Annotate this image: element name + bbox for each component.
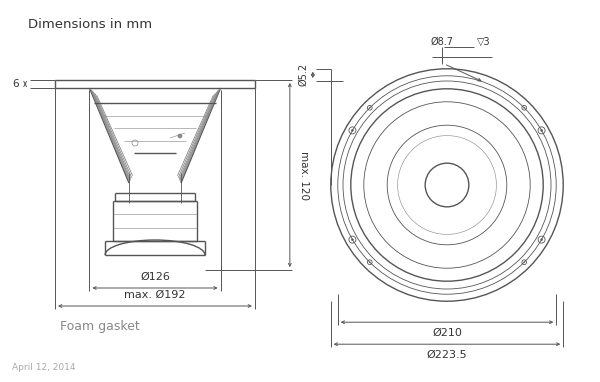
Circle shape [541,129,542,131]
Text: Ø210: Ø210 [432,328,462,338]
Circle shape [352,129,353,131]
Circle shape [369,107,370,108]
Text: Ø223.5: Ø223.5 [427,350,467,360]
Text: April 12, 2014: April 12, 2014 [12,363,76,372]
Circle shape [541,239,542,241]
Circle shape [369,262,370,263]
Circle shape [352,239,353,241]
Circle shape [524,107,525,108]
Circle shape [178,134,182,138]
Circle shape [524,262,525,263]
Text: ▽3: ▽3 [477,37,491,47]
Text: max. Ø192: max. Ø192 [124,290,186,300]
Text: Foam gasket: Foam gasket [60,320,140,333]
Text: Ø5.2: Ø5.2 [299,63,309,86]
Text: Dimensions in mm: Dimensions in mm [28,18,152,31]
Text: 6: 6 [13,79,19,89]
Text: max. 120: max. 120 [299,151,309,199]
Text: Ø8.7: Ø8.7 [430,37,454,47]
Text: Ø126: Ø126 [140,272,170,282]
